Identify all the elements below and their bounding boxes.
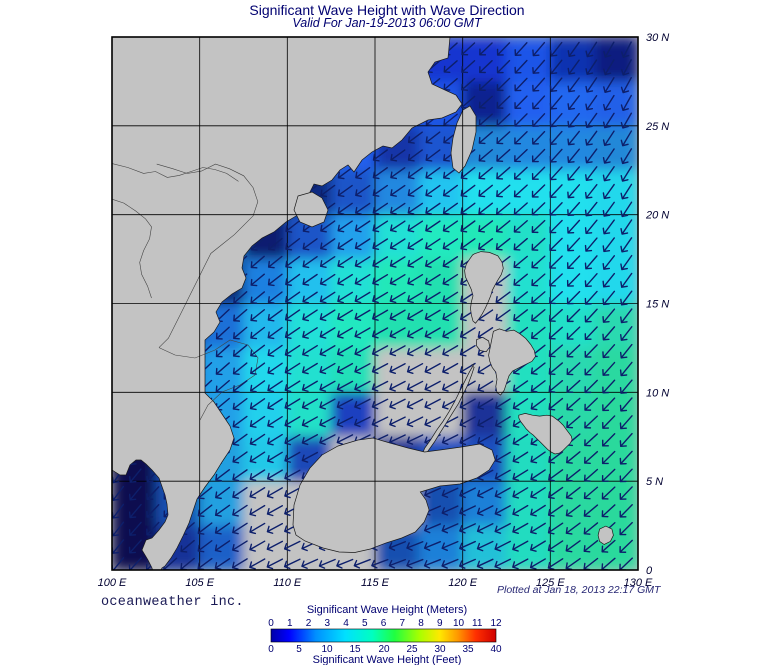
svg-text:0: 0 [268,644,274,655]
svg-text:5 N: 5 N [646,476,663,488]
svg-text:4: 4 [343,618,349,629]
svg-text:8: 8 [418,618,424,629]
svg-text:Significant Wave Height (Feet): Significant Wave Height (Feet) [313,654,462,665]
svg-text:Valid For Jan-19-2013 06:00 GM: Valid For Jan-19-2013 06:00 GMT [292,16,483,30]
svg-text:40: 40 [490,644,502,655]
svg-text:0: 0 [646,565,653,577]
svg-text:5: 5 [362,618,368,629]
svg-text:11: 11 [472,618,483,629]
svg-text:7: 7 [399,618,405,629]
svg-text:120 E: 120 E [448,577,477,589]
svg-text:oceanweather inc.: oceanweather inc. [101,595,244,610]
svg-text:10 N: 10 N [646,387,669,399]
svg-text:Significant Wave Height (Meter: Significant Wave Height (Meters) [307,604,467,616]
svg-text:12: 12 [490,618,502,629]
svg-text:2: 2 [306,618,312,629]
svg-text:30 N: 30 N [646,32,669,44]
svg-text:15 N: 15 N [646,299,669,311]
svg-text:110 E: 110 E [273,577,302,589]
svg-text:105 E: 105 E [185,577,214,589]
svg-text:35: 35 [462,644,474,655]
svg-text:3: 3 [324,618,330,629]
svg-text:115 E: 115 E [361,577,390,589]
svg-text:0: 0 [268,618,274,629]
svg-text:1: 1 [287,618,293,629]
svg-text:20 N: 20 N [645,210,669,222]
svg-text:9: 9 [437,618,443,629]
svg-text:10: 10 [453,618,465,629]
svg-text:100 E: 100 E [98,577,127,589]
svg-text:5: 5 [296,644,302,655]
svg-text:Plotted at Jan 18, 2013 22:17: Plotted at Jan 18, 2013 22:17 GMT [497,584,662,596]
svg-text:6: 6 [381,618,387,629]
svg-text:25 N: 25 N [645,121,669,133]
